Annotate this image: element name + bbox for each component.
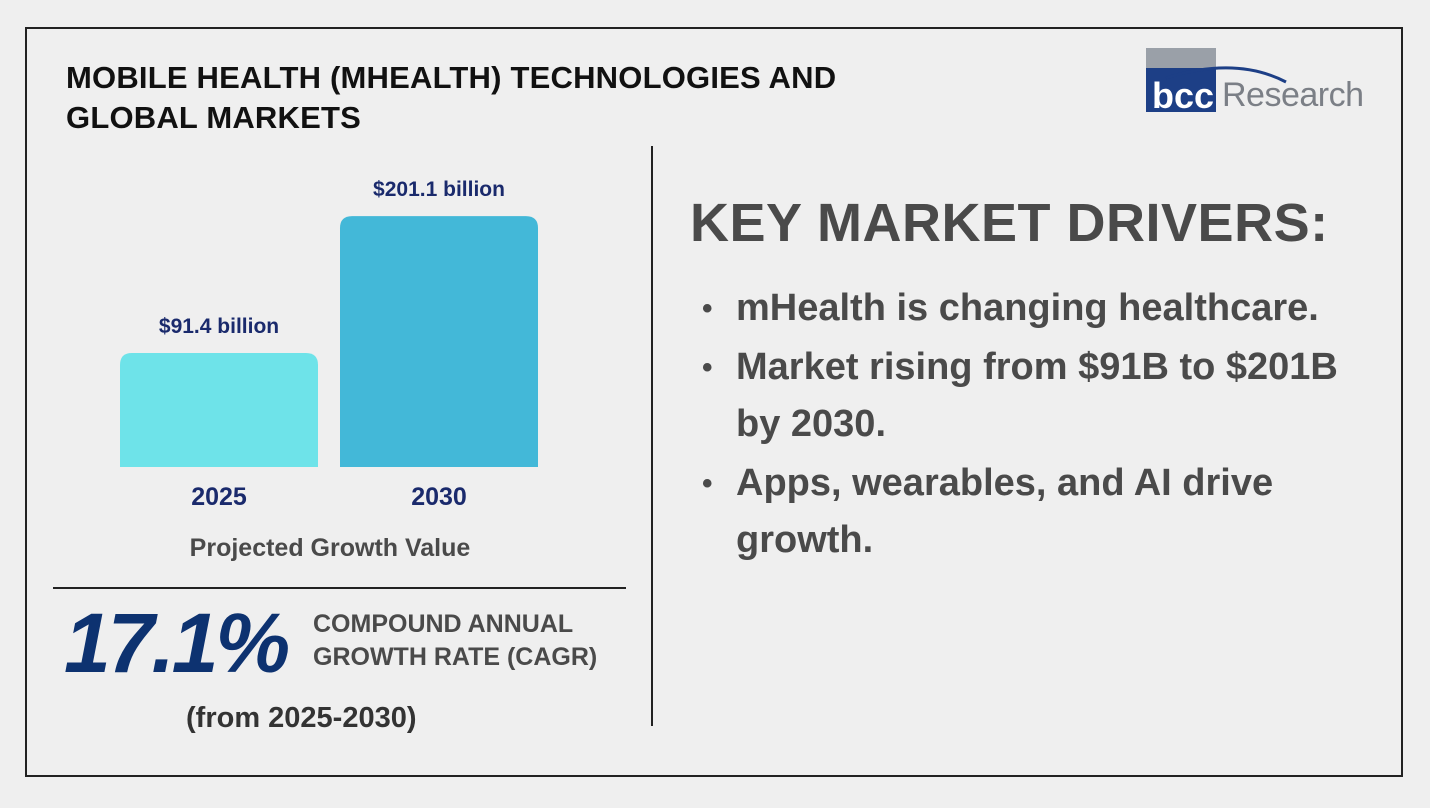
logo-brand-word: Research (1222, 76, 1364, 114)
driver-text: mHealth is changing healthcare. (736, 287, 1319, 329)
bar-2025 (120, 352, 318, 467)
logo-mark-icon: bcc (1146, 48, 1287, 116)
page-title: MOBILE HEALTH (MHEALTH) TECHNOLOGIES AND… (66, 60, 837, 135)
cagr-value: 17.1% (64, 596, 290, 690)
cagr-range: (from 2025-2030) (186, 702, 417, 734)
driver-text: Market rising from $91B to $201B by 2030… (736, 346, 1338, 445)
bar-value-label: $201.1 billion (373, 178, 505, 201)
drivers-list: • mHealth is changing healthcare. • Market … (702, 280, 1382, 571)
infographic-frame (25, 27, 1403, 777)
cagr-label-line1: COMPOUND ANNUAL (313, 610, 574, 638)
chart-title: Projected Growth Value (189, 534, 471, 562)
bar-2030 (340, 216, 538, 467)
cagr-label: COMPOUND ANNUAL GROWTH RATE (CAGR) (313, 608, 597, 674)
logo-brand-mark: bcc (1152, 75, 1214, 116)
driver-item: • Market rising from $91B to $201B by 203… (702, 339, 1382, 453)
bullet-icon: • (702, 467, 713, 500)
cagr-label-line2: GROWTH RATE (CAGR) (313, 643, 598, 671)
vertical-divider (651, 146, 653, 726)
x-tick-label: 2025 (191, 483, 247, 511)
drivers-heading: KEY MARKET DRIVERS: (690, 193, 1329, 253)
x-tick-label: 2030 (411, 483, 467, 511)
driver-item: • mHealth is changing healthcare. (702, 280, 1382, 337)
bar-value-label: $91.4 billion (159, 315, 279, 338)
bullet-icon: • (702, 351, 713, 384)
driver-text: Apps, wearables, and AI drive growth. (736, 462, 1274, 561)
driver-item: • Apps, wearables, and AI drive growth. (702, 455, 1382, 569)
bullet-icon: • (702, 292, 713, 325)
growth-bar-chart: $91.4 billion 2025 $201.1 billion 2030 (120, 178, 538, 511)
horizontal-divider (53, 587, 626, 589)
